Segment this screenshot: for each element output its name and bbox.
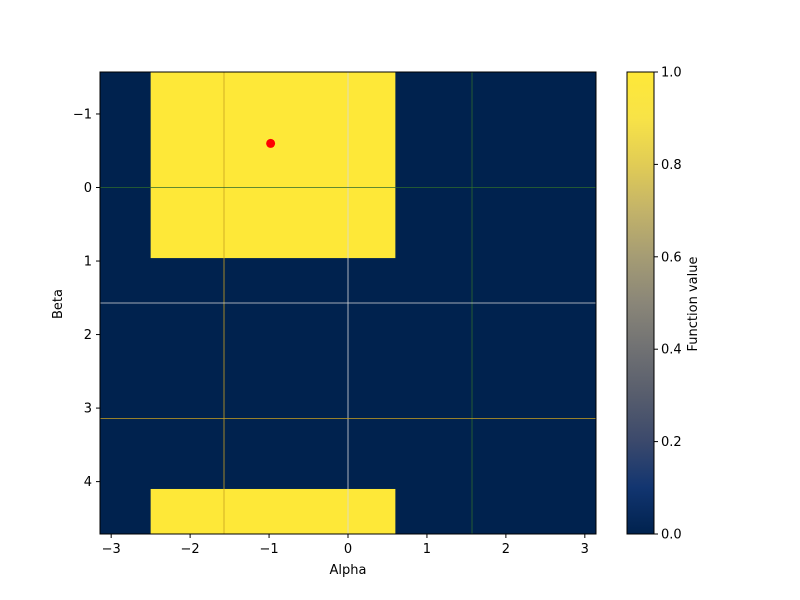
colorbar-tick-label: 0.4 [661,343,682,358]
x-tick-label: 0 [344,542,352,557]
x-tick-label: −1 [259,542,278,557]
colorbar-gradient [626,71,655,535]
y-tick-label: 1 [84,255,92,270]
y-tick-label: 2 [84,328,92,343]
marker-point [266,138,276,148]
colorbar-tick-label: 0.2 [661,435,682,450]
heatmap-region-2 [150,488,396,534]
y-tick-label: −1 [73,107,92,122]
plot-area [99,71,597,535]
y-tick-label: 0 [84,181,92,196]
colorbar: 0.0 0.2 0.4 0.6 0.8 1.0 [626,66,682,543]
x-tick-label: 2 [502,542,510,557]
x-tick-label: −2 [181,542,200,557]
x-axis: −3 −2 −1 0 1 2 3 [102,534,589,557]
x-tick-label: 3 [581,542,589,557]
heatmap-region-1 [150,72,396,259]
colorbar-tick-label: 0.6 [661,250,682,265]
x-axis-title: Alpha [330,563,367,578]
colorbar-tick-label: 1.0 [661,66,682,81]
colorbar-title: Function value [686,257,701,352]
y-axis-title: Beta [51,289,66,319]
y-tick-label: 4 [84,475,92,490]
y-axis: −1 0 1 2 3 4 [73,107,100,490]
y-tick-label: 3 [84,402,92,417]
x-tick-label: 1 [423,542,431,557]
x-tick-label: −3 [102,542,121,557]
colorbar-tick-label: 0.0 [661,528,682,543]
colorbar-tick-label: 0.8 [661,158,682,173]
